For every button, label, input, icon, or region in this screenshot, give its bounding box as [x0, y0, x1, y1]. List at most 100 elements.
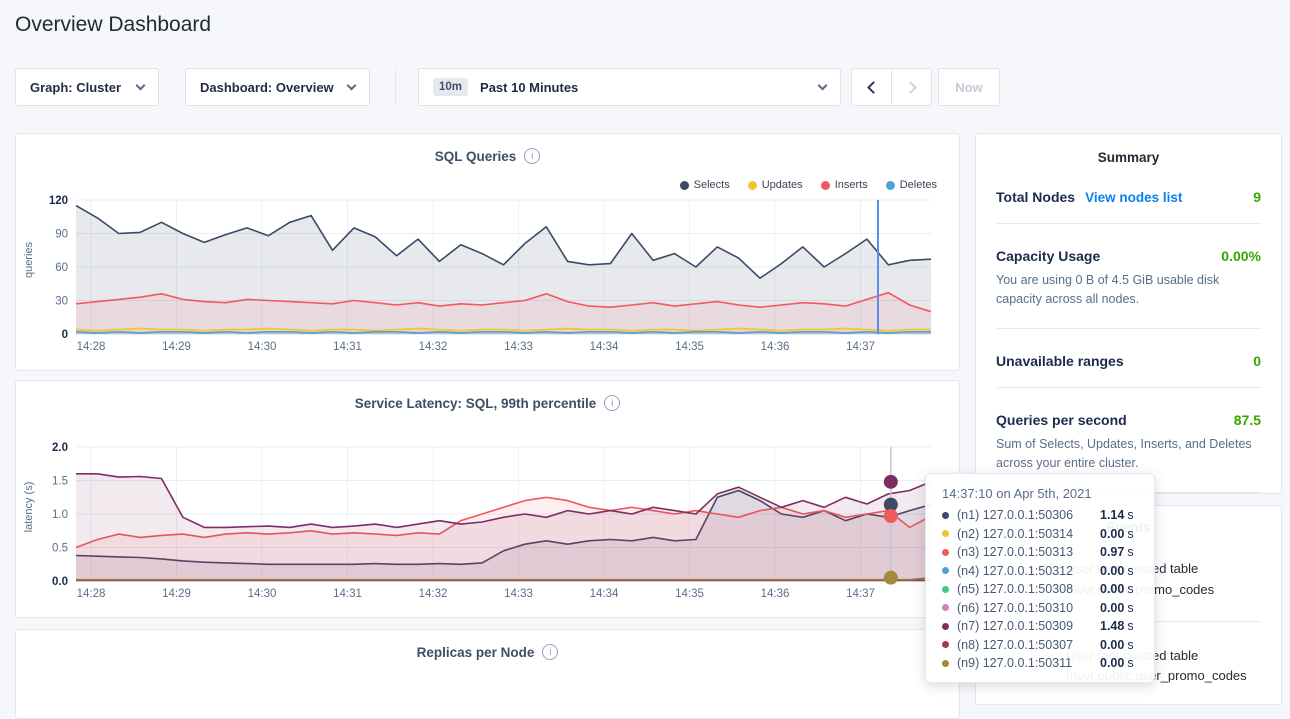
tooltip-node-value: 0.00	[1100, 656, 1124, 670]
dashboard-dropdown[interactable]: Dashboard: Overview	[185, 68, 370, 106]
service-latency-title: Service Latency: SQL, 99th percentile	[355, 396, 597, 411]
legend-dot-icon	[886, 181, 895, 190]
tooltip-node-label: (n8) 127.0.0.1:50307	[957, 638, 1100, 652]
divider	[395, 70, 396, 104]
svg-text:120: 120	[49, 195, 68, 207]
tooltip-row: (n8) 127.0.0.1:503070.00s	[942, 638, 1142, 652]
node-color-dot-icon	[942, 567, 949, 574]
now-button[interactable]: Now	[938, 68, 1000, 106]
unavailable-ranges-value: 0	[1253, 353, 1261, 369]
time-step-buttons	[851, 68, 932, 106]
svg-text:14:33: 14:33	[504, 588, 533, 600]
svg-text:14:34: 14:34	[590, 341, 619, 353]
sql-queries-legend: Selects Updates Inserts Deletes	[680, 179, 937, 191]
queries-per-second-row: Queries per second 87.5	[996, 412, 1261, 428]
svg-text:14:29: 14:29	[162, 341, 191, 353]
svg-text:30: 30	[55, 296, 68, 308]
node-color-dot-icon	[942, 623, 949, 630]
tooltip-node-value: 1.14	[1100, 508, 1124, 522]
page-title: Overview Dashboard	[15, 13, 211, 37]
tooltip-row: (n5) 127.0.0.1:503080.00s	[942, 582, 1142, 596]
tooltip-node-label: (n7) 127.0.0.1:50309	[957, 619, 1100, 633]
replicas-per-node-title: Replicas per Node	[417, 645, 535, 660]
unavailable-ranges-label: Unavailable ranges	[996, 353, 1124, 369]
tooltip-node-label: (n5) 127.0.0.1:50308	[957, 582, 1100, 596]
time-step-back-button[interactable]	[852, 69, 891, 105]
time-range-dropdown[interactable]: 10m Past 10 Minutes	[418, 68, 841, 106]
graph-dropdown-label: Graph: Cluster	[30, 80, 121, 95]
legend-item-updates[interactable]: Updates	[748, 179, 803, 191]
tooltip-node-value: 0.00	[1100, 582, 1124, 596]
chevron-down-icon	[818, 80, 828, 90]
tooltip-node-value: 0.97	[1100, 545, 1124, 559]
info-icon[interactable]: i	[524, 148, 540, 164]
service-latency-card: Service Latency: SQL, 99th percentile i …	[15, 380, 960, 618]
time-range-badge: 10m	[433, 78, 468, 96]
total-nodes-row: Total Nodes View nodes list 9	[996, 189, 1261, 205]
svg-text:14:34: 14:34	[590, 588, 619, 600]
tooltip-node-label: (n9) 127.0.0.1:50311	[957, 656, 1100, 670]
divider	[996, 387, 1261, 388]
legend-dot-icon	[821, 181, 830, 190]
tooltip-node-unit: s	[1127, 545, 1133, 559]
svg-text:90: 90	[55, 229, 68, 241]
tooltip-row: (n6) 127.0.0.1:503100.00s	[942, 601, 1142, 615]
svg-text:2.0: 2.0	[52, 442, 68, 454]
legend-item-deletes[interactable]: Deletes	[886, 179, 937, 191]
node-color-dot-icon	[942, 512, 949, 519]
capacity-usage-value: 0.00%	[1221, 248, 1261, 264]
legend-dot-icon	[680, 181, 689, 190]
summary-heading: Summary	[996, 150, 1261, 165]
node-color-dot-icon	[942, 586, 949, 593]
queries-per-second-value: 87.5	[1234, 412, 1261, 428]
legend-item-inserts[interactable]: Inserts	[821, 179, 868, 191]
info-icon[interactable]: i	[604, 395, 620, 411]
sql-queries-card: SQL Queries i SelectsUpdatesInsertsDelet…	[15, 133, 960, 371]
svg-text:14:30: 14:30	[248, 588, 277, 600]
svg-text:14:30: 14:30	[248, 341, 277, 353]
svg-text:1.0: 1.0	[52, 509, 68, 521]
node-color-dot-icon	[942, 530, 949, 537]
tooltip-node-label: (n4) 127.0.0.1:50312	[957, 564, 1100, 578]
service-latency-chart[interactable]: 0.00.51.01.52.014:2814:2914:3014:3114:32…	[28, 441, 948, 606]
svg-text:14:32: 14:32	[419, 588, 448, 600]
legend-dot-icon	[748, 181, 757, 190]
svg-text:14:33: 14:33	[504, 341, 533, 353]
info-icon[interactable]: i	[542, 644, 558, 660]
tooltip-node-unit: s	[1127, 601, 1133, 615]
view-nodes-list-link[interactable]: View nodes list	[1085, 190, 1182, 205]
divider	[996, 223, 1261, 224]
graph-dropdown[interactable]: Graph: Cluster	[15, 68, 159, 106]
legend-label: Selects	[694, 179, 730, 191]
node-color-dot-icon	[942, 641, 949, 648]
svg-text:14:36: 14:36	[761, 588, 790, 600]
tooltip-row: (n1) 127.0.0.1:503061.14s	[942, 508, 1142, 522]
dashboard-dropdown-label: Dashboard: Overview	[200, 80, 334, 95]
capacity-usage-row: Capacity Usage 0.00%	[996, 248, 1261, 264]
chevron-down-icon	[136, 80, 146, 90]
divider	[996, 328, 1261, 329]
svg-text:14:29: 14:29	[162, 588, 191, 600]
tooltip-node-value: 0.00	[1100, 527, 1124, 541]
tooltip-node-unit: s	[1127, 508, 1133, 522]
legend-label: Inserts	[835, 179, 868, 191]
tooltip-node-unit: s	[1127, 619, 1133, 633]
tooltip-node-label: (n3) 127.0.0.1:50313	[957, 545, 1100, 559]
svg-text:14:28: 14:28	[77, 341, 106, 353]
node-color-dot-icon	[942, 549, 949, 556]
tooltip-node-label: (n6) 127.0.0.1:50310	[957, 601, 1100, 615]
svg-text:14:35: 14:35	[675, 588, 704, 600]
tooltip-row: (n3) 127.0.0.1:503130.97s	[942, 545, 1142, 559]
tooltip-node-unit: s	[1127, 527, 1133, 541]
node-color-dot-icon	[942, 660, 949, 667]
tooltip-node-unit: s	[1127, 582, 1133, 596]
svg-text:14:31: 14:31	[333, 341, 362, 353]
legend-label: Deletes	[900, 179, 937, 191]
tooltip-node-value: 0.00	[1100, 564, 1124, 578]
tooltip-row: (n9) 127.0.0.1:503110.00s	[942, 656, 1142, 670]
time-step-forward-button[interactable]	[891, 69, 931, 105]
svg-text:0.0: 0.0	[52, 576, 68, 588]
sql-queries-chart[interactable]: 030609012014:2814:2914:3014:3114:3214:33…	[28, 194, 948, 359]
legend-item-selects[interactable]: Selects	[680, 179, 730, 191]
chart-hover-tooltip: 14:37:10 on Apr 5th, 2021 (n1) 127.0.0.1…	[925, 473, 1155, 683]
